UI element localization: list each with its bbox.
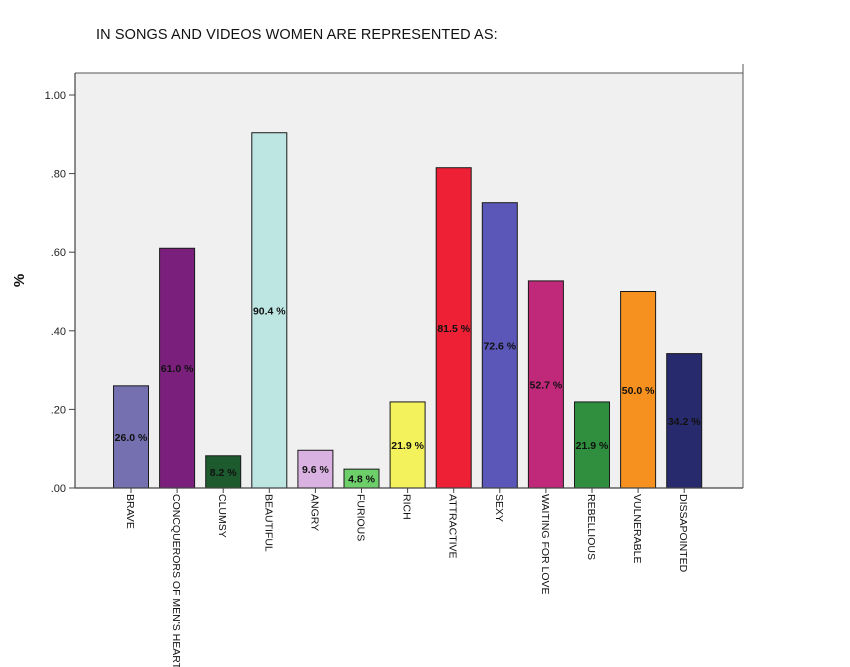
bar [435, 167, 472, 489]
bar-data-label: 72.6 % [483, 340, 516, 352]
bar-data-label: 21.9 % [576, 440, 609, 452]
y-tick-label: .40 [51, 326, 66, 338]
bar [159, 247, 196, 489]
x-category-label: REBELLIOUS [585, 494, 597, 560]
bar [620, 291, 657, 489]
bar-data-label: 21.9 % [391, 440, 424, 452]
bar-data-label: 8.2 % [210, 467, 238, 479]
bar [113, 385, 149, 489]
bar-data-label: 9.6 % [302, 464, 330, 476]
bar [389, 401, 426, 489]
bar-data-label: 61.0 % [161, 363, 194, 375]
x-category-label: ATTRACTIVE [447, 494, 459, 559]
bar-data-label: 4.8 % [348, 474, 376, 486]
bar [574, 401, 610, 489]
bar-data-label: 26.0 % [115, 432, 148, 444]
y-axis-label: % [11, 274, 28, 287]
x-category-label: RICH [401, 494, 413, 520]
bar [666, 353, 703, 489]
chart-title: IN SONGS AND VIDEOS WOMEN ARE REPRESENTE… [96, 27, 498, 43]
x-category-label: VULNERABLE [631, 494, 643, 563]
y-tick-label: .60 [51, 247, 66, 259]
bar [527, 280, 564, 489]
x-category-label: FURIOUS [355, 494, 367, 541]
x-category-label: CLUMSY [216, 494, 228, 538]
x-category-label: SEXY [493, 494, 505, 522]
bar-data-label: 50.0 % [622, 385, 655, 397]
y-axis: .00 .20 .40 .60 .80 1.00 [45, 64, 744, 495]
y-tick-label: .00 [51, 483, 66, 495]
x-axis: BRAVE CONCQUERORS OF MEN'S HEARTS CLUMSY BE… [75, 487, 743, 667]
bar-data-label: 34.2 % [668, 416, 701, 428]
bar [297, 449, 334, 489]
y-tick-label: .20 [51, 404, 66, 416]
y-tick-label: 1.00 [45, 90, 66, 102]
bar-data-label: 81.5 % [437, 323, 470, 335]
x-category-label: BRAVE [124, 494, 136, 529]
bar-data-label: 52.7 % [530, 379, 563, 391]
x-category-label: CONCQUERORS OF MEN'S HEARTS [170, 494, 182, 667]
x-category-label: DISSAPOINTED [677, 494, 689, 573]
x-category-label: ANGRY [308, 494, 320, 531]
bar-data-label: 90.4 % [253, 305, 286, 317]
x-category-label: BEAUTIFUL [262, 494, 274, 552]
x-category-label: WAITING FOR LOVE [539, 494, 551, 595]
y-tick-label: .80 [51, 169, 66, 181]
bar [205, 455, 242, 489]
